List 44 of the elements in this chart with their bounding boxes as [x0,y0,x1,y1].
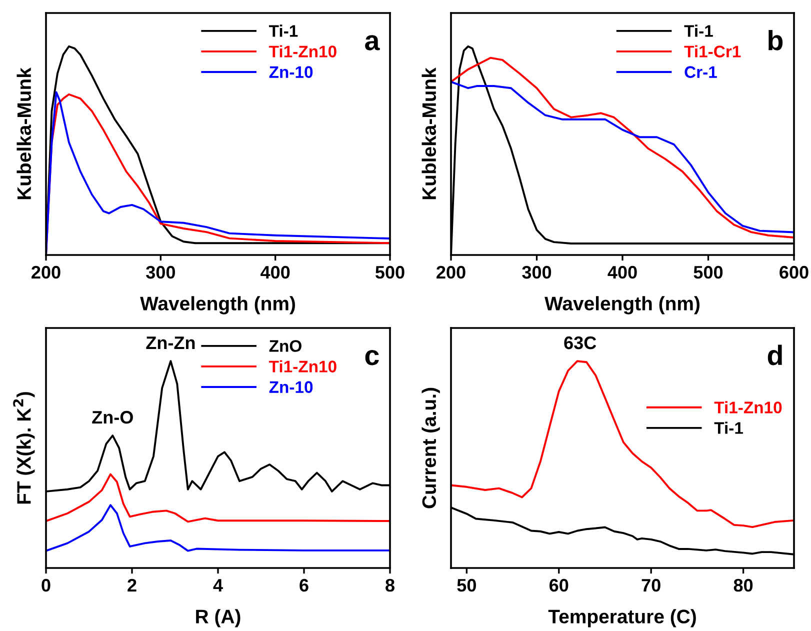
legend-label: Ti-1 [684,24,713,37]
x-tick-label: 6 [300,578,308,592]
x-axis-title: Wavelength (nm) [544,296,700,314]
y-axis-title: Current (a.u.) [422,388,440,508]
annotation: b [768,30,783,50]
legend-label: Ti-1 [269,24,298,37]
legend-label: Ti1-Zn10 [714,401,782,414]
x-tick-label: 4 [213,579,223,592]
legend-label: Ti-1 [714,422,743,434]
x-tick-label: 200 [436,266,466,279]
x-tick-label: 500 [375,266,404,279]
x-tick-label: 8 [386,578,394,592]
x-tick-label: 2 [128,578,136,592]
annotation: Zn-O [92,410,133,424]
x-tick-label: 200 [32,266,60,279]
annotation: a [365,35,380,50]
x-tick-label: 0 [42,578,50,592]
legend-label: Cr-1 [684,66,717,78]
legend-label: Ti1-Zn10 [269,360,336,372]
x-tick-label: 500 [694,266,723,279]
annotation: c [365,350,379,366]
y-axis-title: FT (X(k). K$^{2}$) [13,392,35,504]
x-tick-label: 50 [457,578,476,592]
x-tick-label: 70 [642,578,660,592]
y-axis-title: Kubleka-Munk [422,68,436,200]
legend-label: Zn-10 [269,66,313,78]
x-axis-title: R (A) [196,609,240,628]
x-tick-label: 300 [522,266,552,279]
x-axis-title: Temperature (C) [548,609,696,628]
x-tick-label: 400 [260,266,290,279]
annotation: Zn-Zn [146,336,195,350]
x-tick-label: 600 [780,266,808,279]
annotation: d [768,344,782,366]
x-tick-label: 300 [146,266,175,279]
legend-label: Ti1-Cr1 [684,45,741,58]
legend-label: Ti1-Zn10 [269,45,336,58]
x-tick-label: 60 [550,578,568,592]
x-tick-label: 400 [608,266,637,279]
y-axis-title: Kubelka-Munk [16,68,32,200]
legend-label: ZnO [269,340,302,352]
legend-label: Zn-10 [269,381,313,393]
x-axis-title: Wavelength (nm) [140,296,295,314]
x-tick-label: 80 [734,578,753,592]
annotation: 63C [564,336,596,350]
